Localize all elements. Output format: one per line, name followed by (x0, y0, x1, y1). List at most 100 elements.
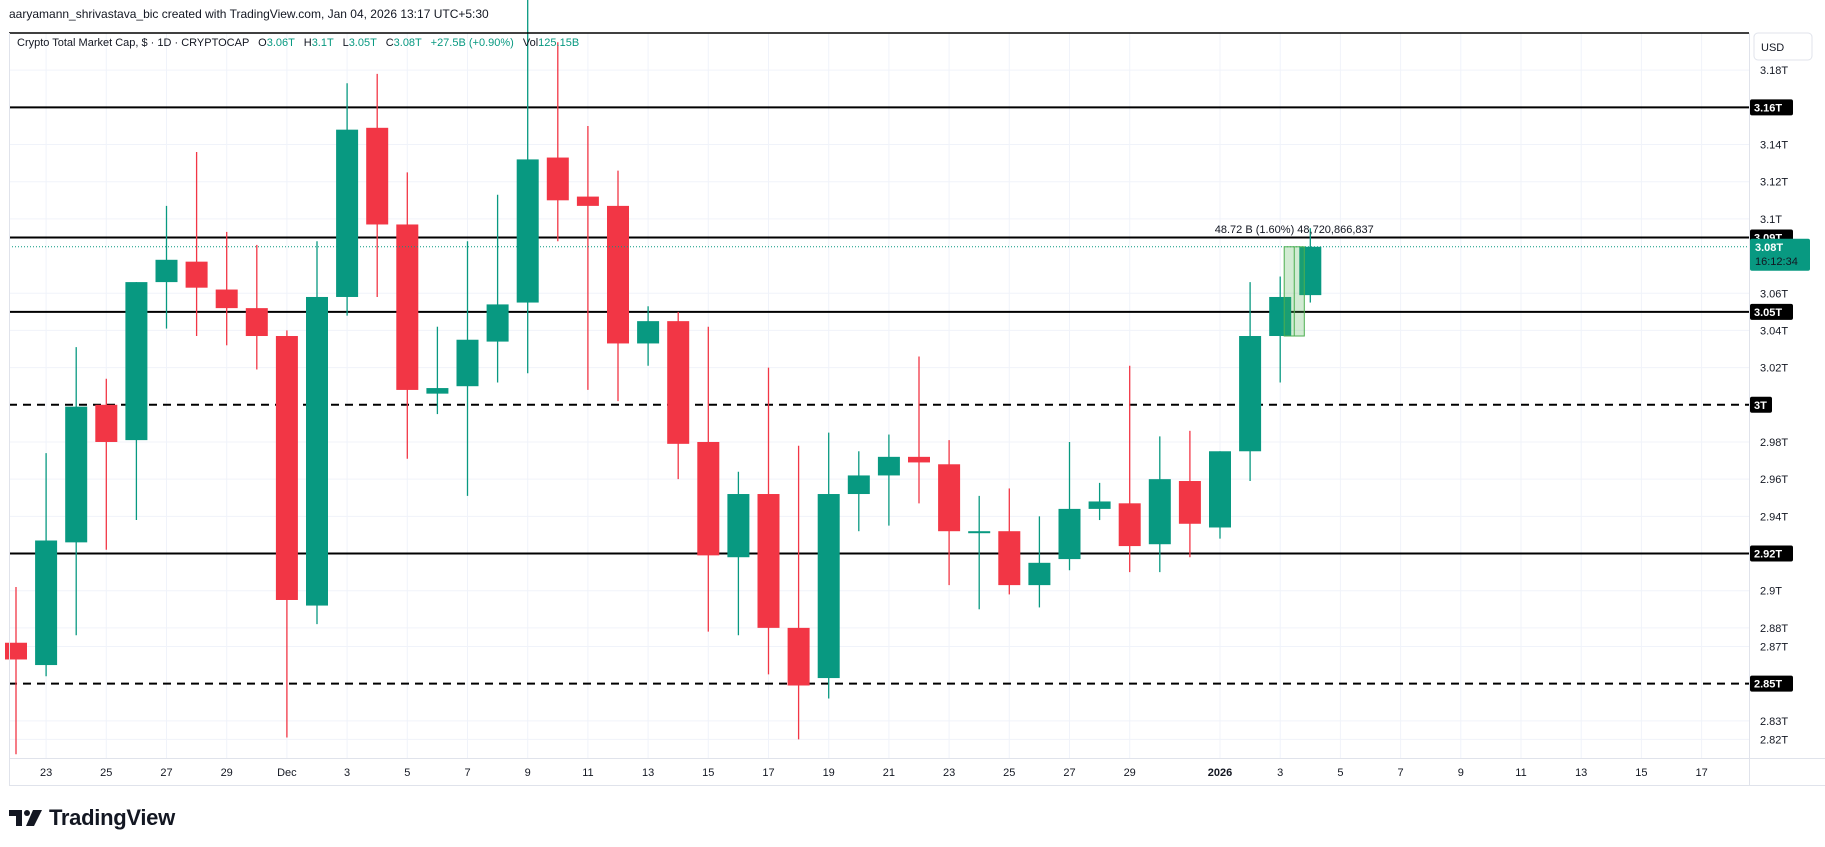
y-tick-label: 3.18T (1760, 65, 1788, 77)
level-label: 2.92T (1754, 549, 1782, 561)
candle-body (486, 304, 509, 342)
candle-body (607, 205, 629, 344)
y-tick-label: 2.83T (1760, 716, 1788, 728)
candle-body (938, 464, 961, 532)
y-tick-label: 3.12T (1760, 177, 1788, 189)
x-tick-label: 3 (1277, 767, 1283, 779)
close-value: 3.08T (394, 37, 422, 49)
x-tick-label: 27 (1063, 767, 1075, 779)
candle-body (817, 494, 840, 679)
candle-body (185, 261, 208, 288)
x-tick-label: 5 (404, 767, 410, 779)
candle-body (1088, 501, 1111, 509)
high-label: H (304, 37, 312, 49)
x-tick-label: 9 (525, 767, 531, 779)
x-tick-label: 15 (702, 767, 714, 779)
ohlc-legend: Crypto Total Market Cap, $ · 1D · CRYPTO… (17, 37, 579, 49)
candle-body (366, 127, 389, 225)
candle-body (456, 339, 479, 387)
candle-body (968, 531, 991, 534)
candle-body (306, 296, 328, 606)
candle-body (125, 282, 148, 441)
grid (9, 33, 1749, 758)
level-label-bg (1750, 545, 1793, 562)
candle-body (65, 406, 88, 543)
measurement-tool[interactable]: 48.72 B (1.60%) 48,720,866,837 (1215, 224, 1374, 337)
y-tick-label: 2.9T (1760, 586, 1782, 598)
x-tick-label: 17 (762, 767, 774, 779)
candle-body (215, 289, 238, 309)
candles (5, 0, 1749, 755)
y-tick-label: 2.82T (1760, 734, 1788, 746)
currency-label: USD (1761, 42, 1784, 54)
candle-body (1028, 562, 1051, 586)
candle-body (1239, 336, 1262, 452)
bar-countdown: 16:12:34 (1755, 256, 1798, 268)
candle-body (847, 475, 870, 495)
candle-body (1269, 296, 1292, 337)
symbol-label: Crypto Total Market Cap, $ · 1D · CRYPTO… (17, 37, 249, 49)
low-value: 3.05T (349, 37, 377, 49)
x-tick-label: 13 (1575, 767, 1587, 779)
x-tick-label: 27 (160, 767, 172, 779)
candle-body (727, 494, 750, 558)
low-label: L (343, 37, 349, 49)
volume-value: 125.15B (538, 37, 579, 49)
x-tick-label: 19 (823, 767, 835, 779)
price-axis[interactable]: 3.18T 3.14T 3.12T 3.1T 3.06T 3.04T 3.02T 2.98T 2… (1760, 65, 1788, 746)
x-tick-label: 29 (1124, 767, 1136, 779)
candle-body (998, 531, 1021, 586)
candle-body (155, 259, 178, 283)
x-tick-label: 23 (943, 767, 955, 779)
candle-body (697, 441, 720, 556)
tradingview-logo-text: TradingView (49, 805, 175, 830)
open-value: 3.06T (267, 37, 295, 49)
tradingview-logo[interactable]: TradingView (9, 804, 175, 832)
candle-body (637, 321, 660, 344)
horizontal-levels[interactable] (9, 106, 1749, 685)
volume-label: Vol (523, 37, 538, 49)
x-tick-label: 7 (464, 767, 470, 779)
y-tick-label: 3.02T (1760, 363, 1788, 375)
candle-body (667, 321, 690, 444)
x-tick-label: 7 (1398, 767, 1404, 779)
x-tick-label: 11 (582, 767, 593, 779)
x-tick-label: 3 (344, 767, 350, 779)
currency-selector[interactable]: USD (1753, 32, 1813, 61)
candle-body (5, 642, 27, 660)
candle-body (546, 157, 569, 201)
x-tick-label: 13 (642, 767, 654, 779)
candle-body (516, 159, 539, 303)
level-label-bg (1750, 303, 1793, 320)
x-tick-label: 25 (100, 767, 112, 779)
measure-readout: 48.72 B (1.60%) 48,720,866,837 (1215, 224, 1374, 236)
x-tick-label: 21 (883, 767, 895, 779)
y-tick-label: 2.87T (1760, 641, 1788, 653)
level-label-bg (1750, 675, 1793, 692)
candle-body (35, 540, 58, 666)
y-tick-label: 3.1T (1760, 214, 1782, 226)
x-tick-label: 17 (1695, 767, 1707, 779)
level-label-bg (1750, 99, 1793, 116)
close-label: C (386, 37, 394, 49)
candle-body (908, 456, 930, 463)
candle-body (757, 494, 780, 628)
y-tick-label: 2.88T (1760, 623, 1788, 635)
y-tick-label: 3.04T (1760, 325, 1788, 337)
y-tick-label: 2.94T (1760, 511, 1788, 523)
candle-body (1209, 451, 1231, 528)
x-tick-label: 25 (1003, 767, 1015, 779)
current-price-label-bg (1750, 238, 1810, 271)
candle-body (396, 224, 419, 390)
x-tick-label: Dec (277, 767, 297, 779)
candle-body (426, 388, 449, 394)
candle-body (1299, 246, 1322, 296)
y-tick-label: 2.96T (1760, 474, 1788, 486)
time-axis[interactable]: 23 25 27 29 Dec 3 5 7 9 11 13 15 17 19 21 23 25 27 29 2026 3… (40, 767, 1708, 779)
candle-body (877, 456, 900, 476)
x-tick-label: 15 (1635, 767, 1647, 779)
y-tick-label: 3.06T (1760, 288, 1788, 300)
x-tick-label: 23 (40, 767, 52, 779)
candle-body (275, 336, 298, 600)
